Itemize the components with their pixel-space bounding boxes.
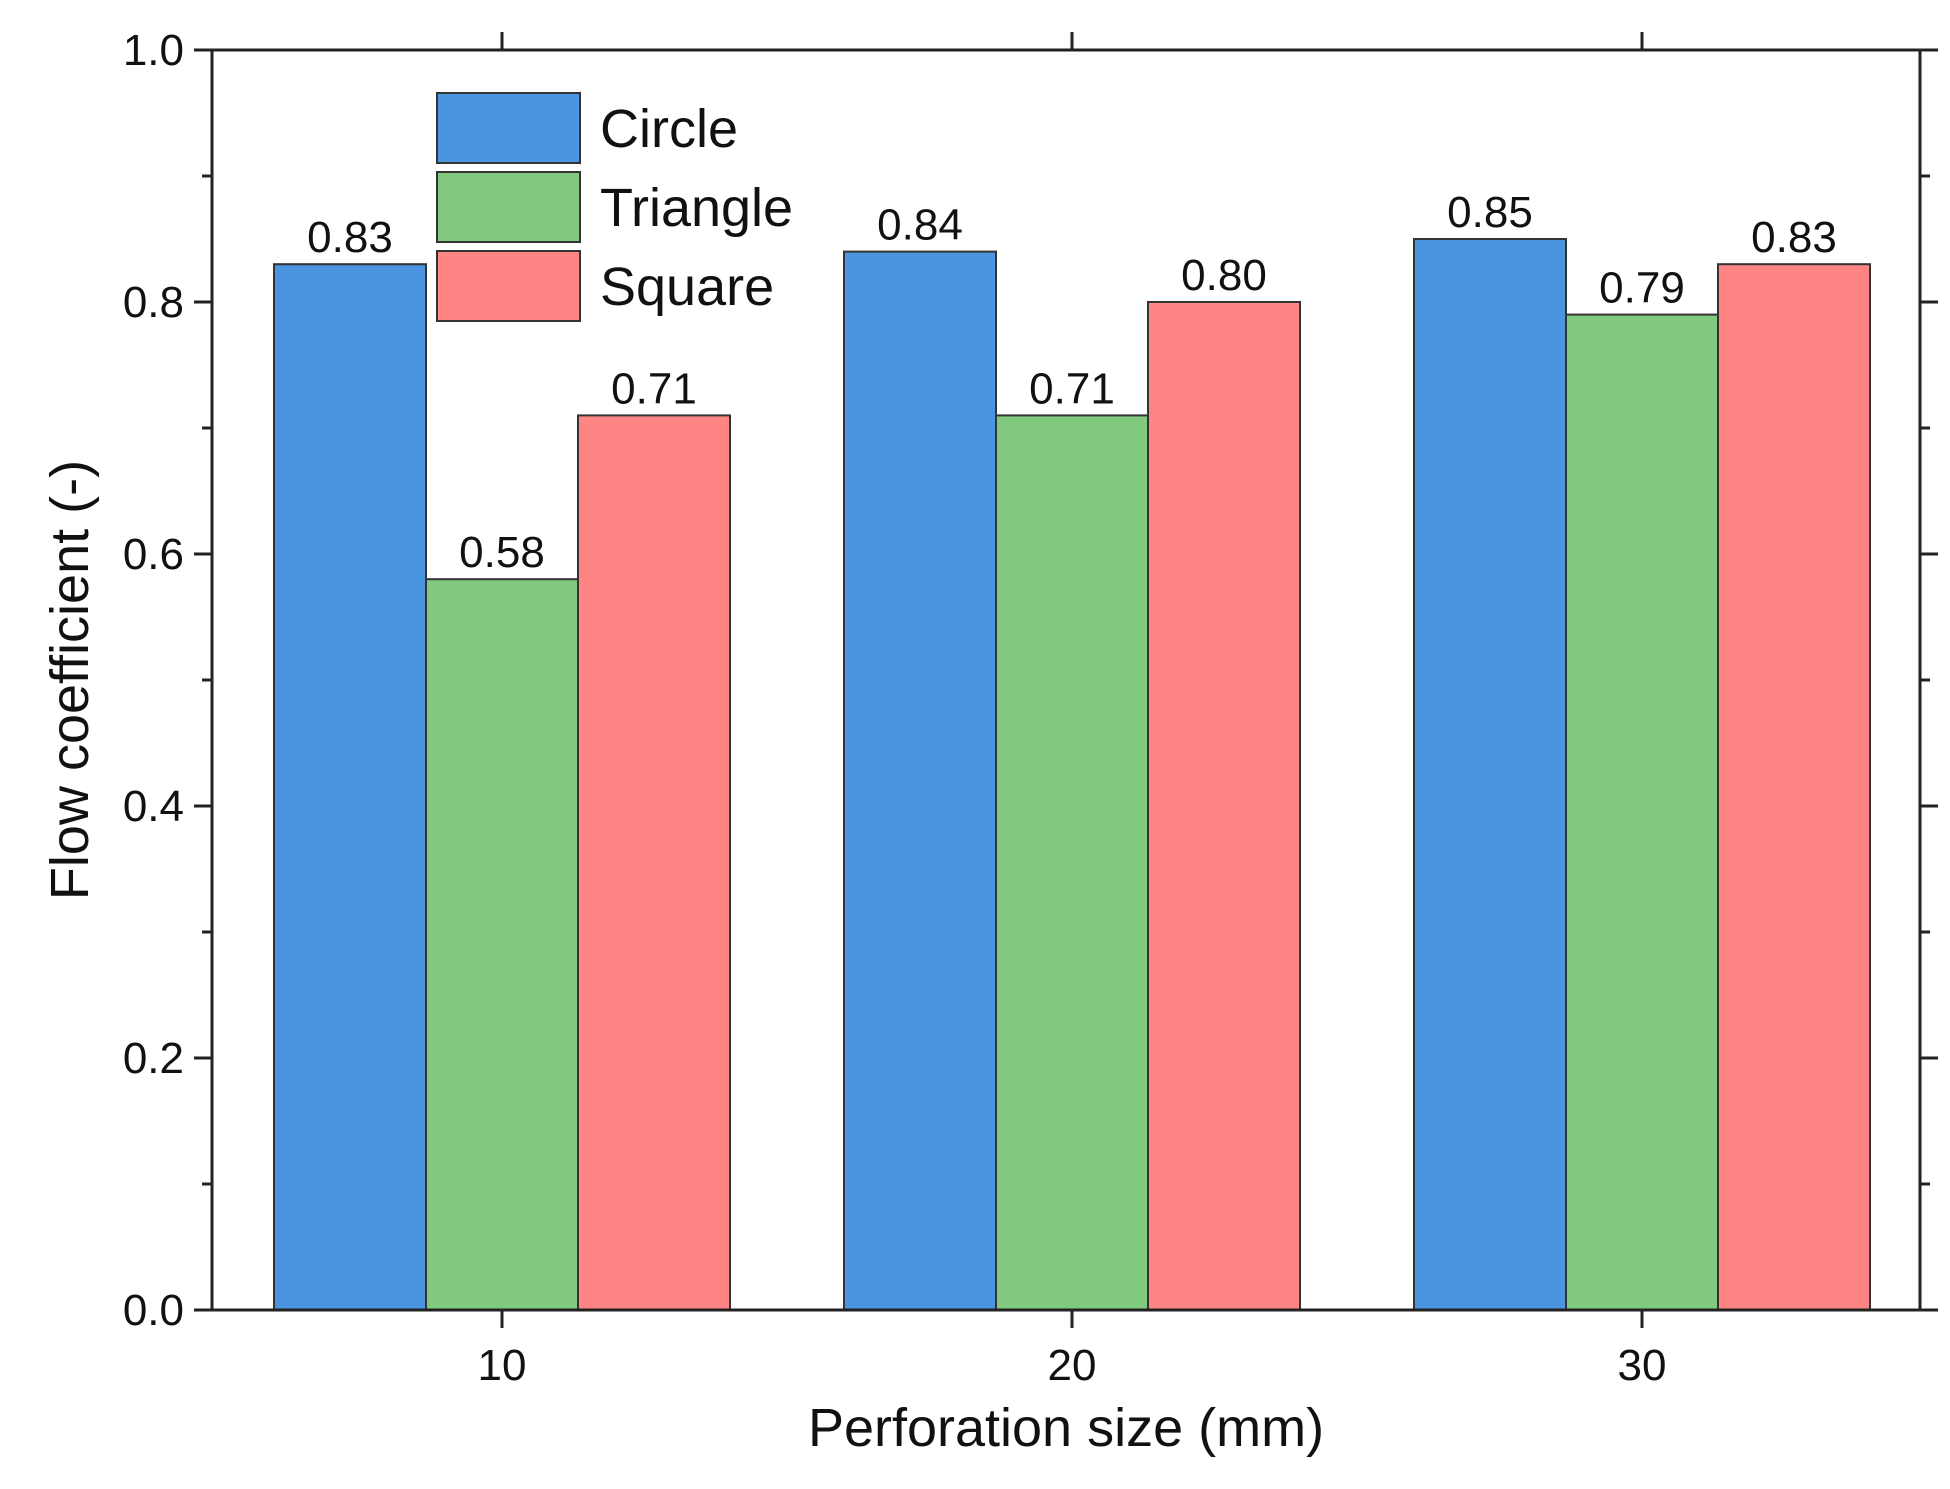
y-tick-label: 0.2 xyxy=(123,1034,184,1083)
legend-label-triangle: Triangle xyxy=(600,178,793,238)
legend-swatch-triangle xyxy=(436,171,581,243)
data-labels: 0.83 0.84 0.85 0.58 0.71 0.79 0.71 0.80 0.83 xyxy=(307,188,1837,577)
bar-triangle-10 xyxy=(425,578,579,1311)
bar-triangle-20 xyxy=(995,414,1149,1311)
y-tick-label: 0.4 xyxy=(123,782,184,831)
data-label-circle-30: 0.85 xyxy=(1447,188,1533,237)
data-label-circle-10: 0.83 xyxy=(307,213,393,262)
legend-swatch-circle xyxy=(436,92,581,164)
data-label-square-20: 0.80 xyxy=(1181,251,1267,300)
legend: Circle Triangle Square xyxy=(436,92,793,322)
bar-square-10 xyxy=(577,414,731,1311)
x-tick-label: 20 xyxy=(1048,1341,1097,1390)
data-label-triangle-20: 0.71 xyxy=(1029,364,1115,413)
bar-circle-20 xyxy=(843,250,997,1312)
y-axis-title: Flow coefficient (-) xyxy=(40,460,100,900)
axis-ticks: 0.0 0.2 0.4 0.6 0.8 1.0 10 20 30 xyxy=(123,26,1938,1390)
data-label-square-10: 0.71 xyxy=(611,364,697,413)
y-tick-label: 0.6 xyxy=(123,530,184,579)
y-tick-label: 0.0 xyxy=(123,1286,184,1335)
legend-swatch-square xyxy=(436,250,581,322)
y-tick-label: 1.0 xyxy=(123,26,184,75)
x-axis-title: Perforation size (mm) xyxy=(808,1398,1324,1458)
data-label-triangle-10: 0.58 xyxy=(459,528,545,577)
bar-square-30 xyxy=(1717,263,1871,1312)
bars-layer xyxy=(273,238,1871,1312)
y-tick-label: 0.8 xyxy=(123,278,184,327)
x-tick-label: 10 xyxy=(478,1341,527,1390)
bar-triangle-30 xyxy=(1565,313,1719,1312)
bar-square-20 xyxy=(1147,301,1301,1311)
data-label-triangle-30: 0.79 xyxy=(1599,264,1685,313)
legend-label-square: Square xyxy=(600,257,774,317)
x-tick-label: 30 xyxy=(1618,1341,1667,1390)
bar-circle-10 xyxy=(273,263,427,1312)
bar-circle-30 xyxy=(1413,238,1567,1311)
legend-label-circle: Circle xyxy=(600,99,738,159)
data-label-square-30: 0.83 xyxy=(1751,213,1837,262)
data-label-circle-20: 0.84 xyxy=(877,201,963,250)
